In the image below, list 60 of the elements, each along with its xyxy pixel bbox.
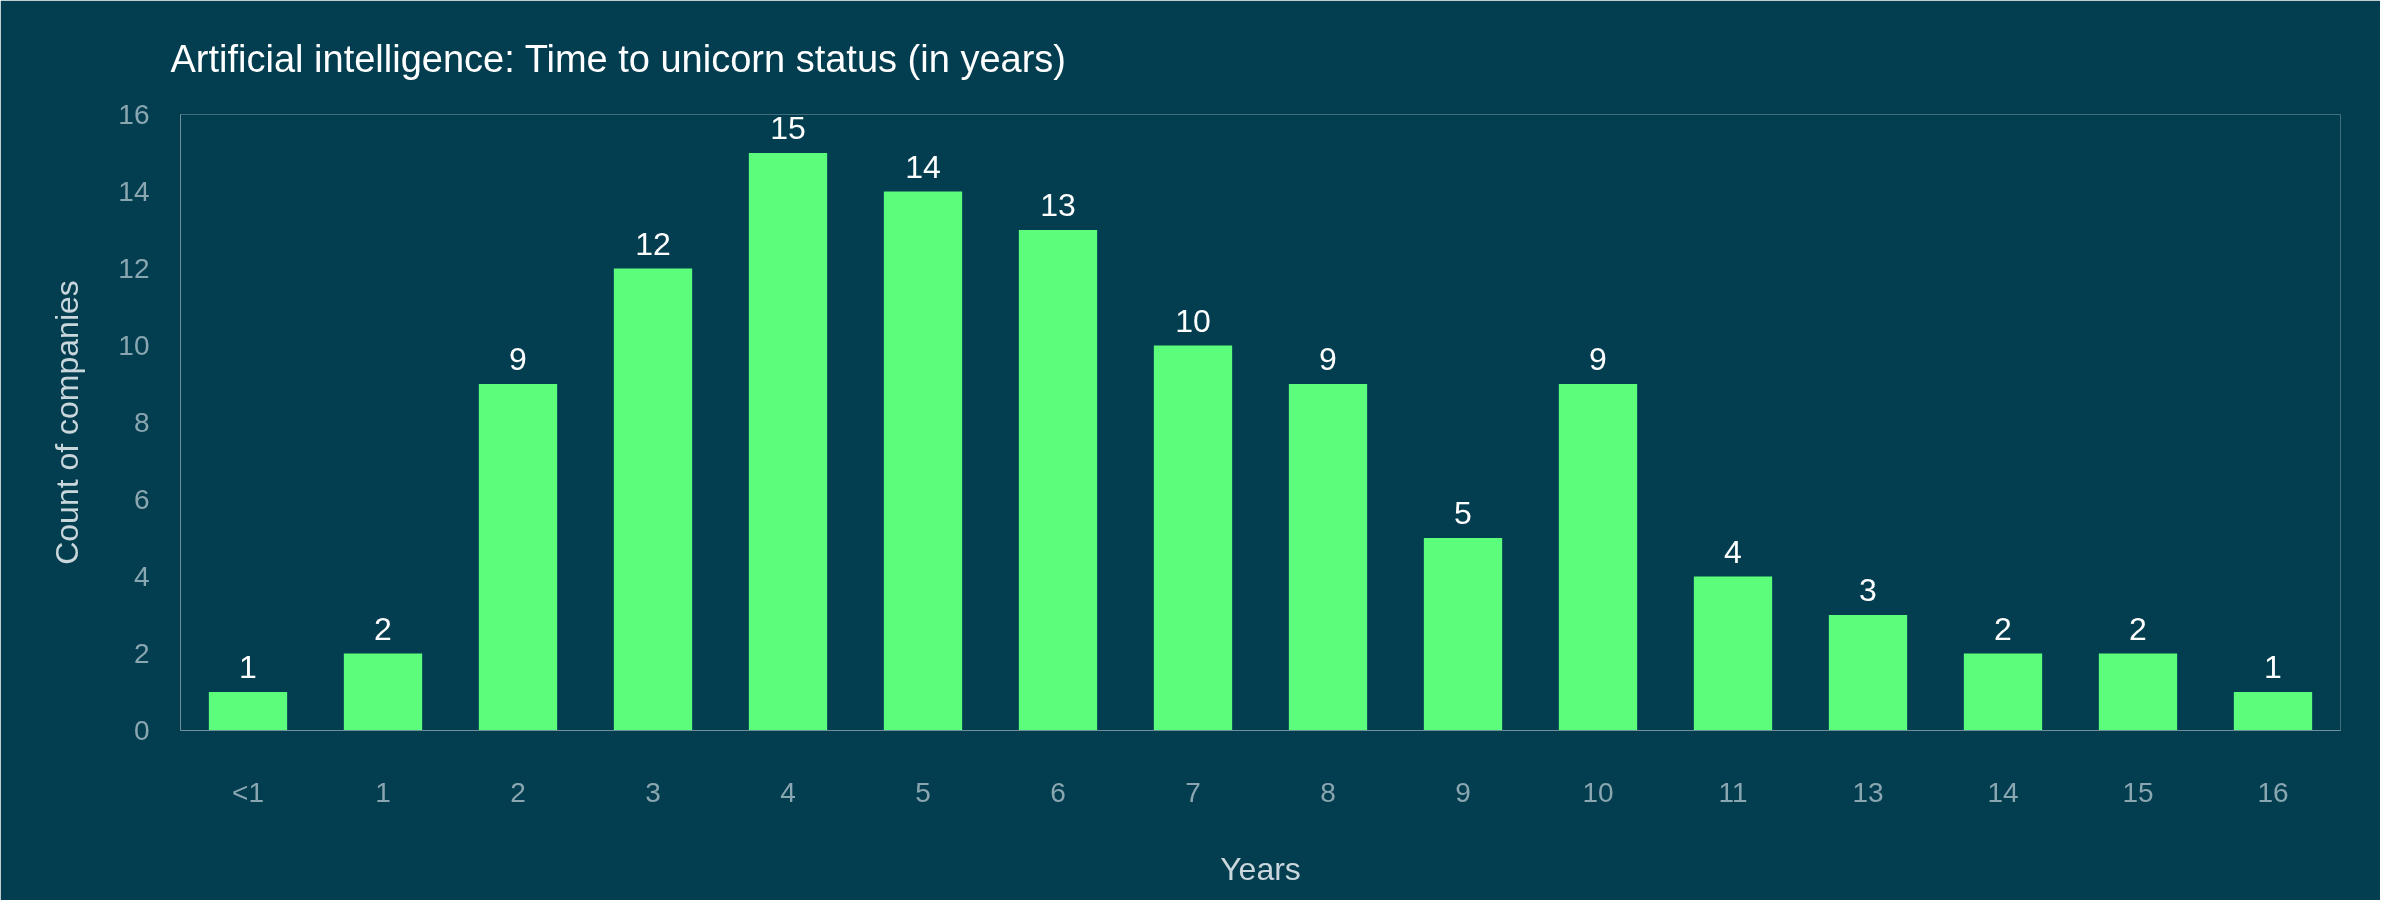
y-tick-label: 10 [118, 330, 150, 361]
data-label: 3 [1859, 572, 1877, 608]
data-label: 15 [770, 110, 806, 146]
data-label: 4 [1724, 533, 1742, 570]
data-label: 2 [1994, 610, 2012, 647]
data-label: 12 [635, 225, 671, 262]
bar [1828, 615, 1908, 731]
bar [1693, 576, 1773, 731]
y-tick-label: 2 [133, 638, 150, 669]
bar [748, 153, 828, 731]
bar [883, 191, 963, 731]
data-label: 1 [239, 649, 257, 685]
data-label: 2 [374, 610, 392, 647]
x-tick-label: 2 [510, 776, 526, 808]
x-tick-label: 7 [1185, 776, 1201, 808]
bar [1963, 653, 2043, 731]
bar [208, 692, 288, 731]
data-label: 13 [1040, 187, 1076, 223]
x-tick-label: 13 [1852, 776, 1884, 808]
y-tick-label: 14 [118, 176, 150, 207]
bar [2233, 692, 2313, 731]
bar [478, 384, 558, 731]
data-label: 2 [2129, 610, 2147, 647]
data-label: 9 [1589, 341, 1607, 377]
x-tick-label: 10 [1582, 776, 1614, 808]
x-tick-label: <1 [232, 776, 264, 808]
x-tick-label: 8 [1320, 776, 1336, 808]
data-label: 9 [1319, 341, 1337, 377]
bar [613, 268, 693, 731]
y-tick-label: 12 [118, 253, 150, 284]
data-label: 10 [1175, 302, 1211, 339]
data-label: 1 [2264, 649, 2282, 685]
data-label: 9 [509, 341, 527, 377]
y-tick-label: 8 [133, 407, 150, 438]
x-tick-label: 9 [1455, 776, 1471, 808]
x-tick-label: 1 [375, 776, 391, 808]
bar [1018, 230, 1098, 731]
x-tick-label: 5 [915, 776, 931, 808]
bar [1423, 538, 1503, 731]
x-tick-label: 15 [2122, 776, 2154, 808]
bar [2098, 653, 2178, 731]
bar [1153, 345, 1233, 731]
y-tick-label: 16 [118, 99, 150, 130]
y-tick-label: 4 [133, 561, 150, 592]
y-axis-title: Count of companies [49, 280, 86, 565]
x-tick-label: 6 [1050, 776, 1066, 808]
bar [1558, 384, 1638, 731]
x-tick-label: 11 [1718, 776, 1748, 808]
x-tick-label: 4 [780, 776, 796, 808]
x-tick-label: 16 [2257, 776, 2289, 808]
x-tick-label: 14 [1987, 776, 2019, 808]
data-label: 14 [905, 148, 941, 185]
y-tick-label: 0 [133, 715, 150, 746]
data-label: 5 [1454, 495, 1472, 531]
chart-title: Artificial intelligence: Time to unicorn status (in years) [170, 37, 1066, 80]
x-axis-title: Years [1220, 850, 1301, 887]
bar [343, 653, 423, 731]
x-tick-label: 3 [645, 776, 661, 808]
bar [1288, 384, 1368, 731]
y-tick-label: 6 [133, 484, 150, 515]
